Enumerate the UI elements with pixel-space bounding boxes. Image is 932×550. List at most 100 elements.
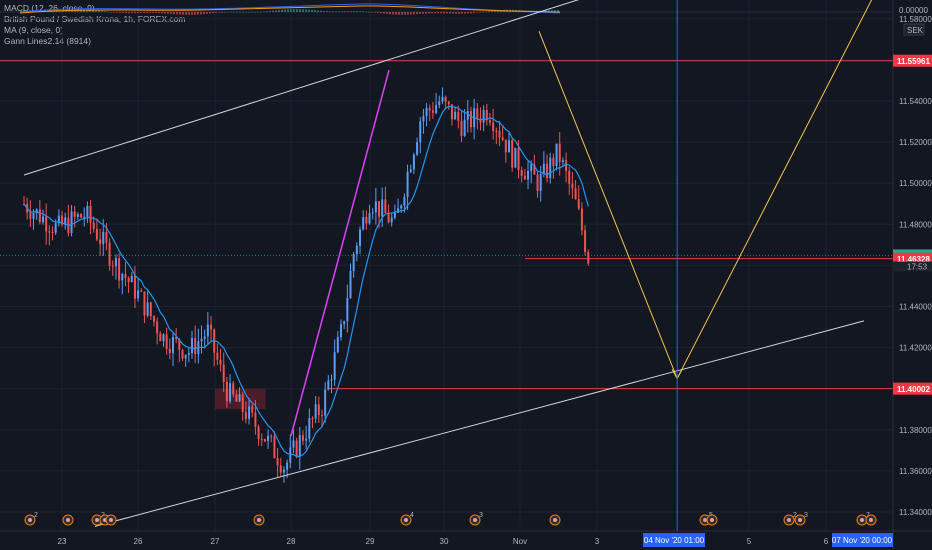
time-tick-label: 5 [747, 537, 752, 546]
macd-histogram-bar [434, 12, 436, 14]
macd-histogram-bar [38, 10, 40, 12]
macd-histogram-bar [353, 11, 355, 12]
lower-channel-line[interactable] [94, 320, 865, 527]
candle-body [542, 163, 545, 175]
candle-body [257, 426, 260, 440]
macd-histogram-bar [326, 11, 328, 12]
candle-body [38, 209, 41, 223]
candle-body [416, 142, 419, 155]
event-badges[interactable]: 22435237 [24, 512, 877, 526]
candle-body [371, 212, 374, 214]
macd-histogram-bar [311, 9, 313, 12]
candle-body [111, 265, 114, 267]
ma-line [23, 105, 589, 458]
macd-histogram-bar [221, 12, 223, 13]
currency-label[interactable]: SEK [907, 26, 924, 35]
macd-histogram-bar [179, 12, 181, 15]
time-tick-label: 26 [134, 537, 143, 546]
macd-pane [0, 3, 893, 15]
candle-body [286, 462, 289, 470]
macd-histogram-bar [458, 12, 460, 14]
macd-histogram-bar [164, 12, 166, 14]
candle-body [374, 201, 377, 213]
macd-histogram-bar [554, 9, 556, 12]
macd-histogram-bar [242, 11, 244, 13]
macd-histogram-bar [209, 12, 211, 14]
candle-body [222, 364, 225, 382]
candle-body [118, 258, 121, 281]
candle-body [447, 101, 450, 105]
ma-legend[interactable]: MA (9, close, 0) [4, 25, 64, 35]
candle-body [29, 212, 32, 219]
macd-histogram-bar [248, 11, 250, 13]
event-flag-dot [66, 518, 70, 522]
macd-histogram-bar [98, 10, 100, 12]
candle-body [476, 108, 479, 119]
countdown-box [893, 261, 932, 272]
candle-body [536, 174, 539, 191]
time-tick-label: 29 [366, 537, 375, 546]
time-tick-label: Nov [513, 537, 527, 546]
macd-histogram-bar [20, 10, 22, 12]
price-tick-label: 11.52000 [899, 138, 932, 147]
candle-body [549, 157, 552, 179]
macd-histogram-bar [323, 10, 325, 12]
macd-histogram-bar [101, 10, 103, 12]
gann-legend[interactable]: Gann Lines2.14 (8914) [4, 36, 91, 46]
event-flag-dot [95, 518, 99, 522]
candle-body [289, 447, 292, 463]
macd-histogram-bar [479, 12, 481, 13]
macd-histogram-bar [140, 12, 142, 14]
end-time-label: 07 Nov '20 00:00 [832, 536, 893, 545]
macd-histogram-bar [437, 12, 439, 14]
projection-path[interactable] [538, 0, 883, 380]
macd-histogram-bar [173, 12, 175, 15]
macd-histogram-bar [494, 10, 496, 12]
macd-histogram-bar [263, 11, 265, 13]
macd-histogram-bar [446, 12, 448, 14]
macd-histogram-bar [143, 12, 145, 13]
macd-histogram-bar [389, 12, 391, 15]
candle-body [140, 290, 143, 292]
candle-body [340, 324, 342, 338]
macd-histogram-bar [473, 12, 475, 13]
candle-body [254, 412, 257, 427]
candle-body [584, 230, 587, 252]
candle-body [114, 258, 117, 267]
price-tick-label: 11.36000 [899, 467, 932, 476]
macd-histogram-bar [128, 12, 130, 14]
candle-body [171, 336, 174, 354]
candle-body [514, 147, 517, 168]
candle-body [70, 211, 73, 234]
candle-body [406, 171, 409, 197]
candle-body [57, 215, 60, 224]
macd-histogram-bar [278, 9, 280, 12]
macd-histogram-bar [392, 12, 394, 15]
macd-histogram-bar [398, 12, 400, 15]
price-tick-label: 11.42000 [899, 344, 932, 353]
cursor-time-label: 04 Nov '20 01:00 [644, 536, 705, 545]
candle-body [587, 251, 590, 264]
macd-histogram-bar [443, 12, 445, 14]
candle-body [378, 201, 381, 217]
drawings[interactable] [23, 0, 883, 531]
candle-body [346, 298, 349, 322]
macd-histogram-bar [125, 12, 127, 14]
candle-body [362, 217, 365, 230]
macd-histogram-bar [200, 12, 202, 15]
price-tick-label: 11.44000 [899, 303, 932, 312]
upper-channel-line[interactable] [23, 0, 635, 176]
candle-body [124, 274, 127, 279]
macd-histogram-bar [269, 10, 271, 12]
macd-histogram-bar [461, 12, 463, 14]
candle-body [61, 215, 64, 225]
macd-histogram-bar [470, 12, 472, 14]
candle-body [438, 101, 441, 106]
magenta-trendline[interactable] [290, 69, 390, 437]
macd-legend[interactable]: MACD (12, 26, close, 9) [4, 3, 95, 13]
macd-histogram-bar [410, 12, 412, 15]
macd-histogram-bar [314, 10, 316, 12]
price-label-box [893, 54, 932, 67]
macd-histogram-bar [281, 9, 283, 12]
